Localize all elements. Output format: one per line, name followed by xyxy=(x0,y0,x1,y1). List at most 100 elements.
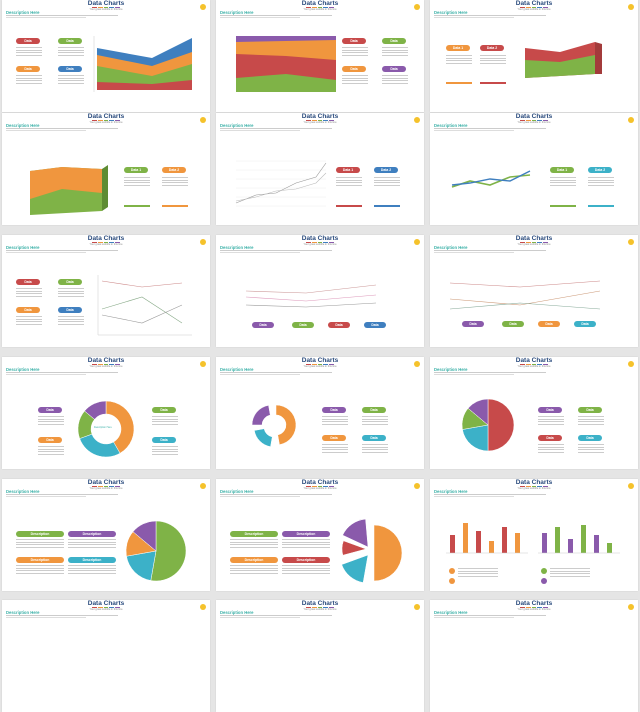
text-line xyxy=(362,446,388,448)
data-pill: Data xyxy=(16,66,40,72)
color-swatch xyxy=(97,119,103,122)
color-swatch xyxy=(525,6,531,9)
slide-thumbnail[interactable]: Data Charts Your great subtitle in this l… xyxy=(430,0,638,112)
description-heading: Description Here xyxy=(220,489,254,494)
lead-line xyxy=(6,17,86,18)
color-swatch xyxy=(525,119,531,122)
data-pill: Data xyxy=(362,435,386,441)
text-line xyxy=(68,546,116,548)
slide-thumbnail[interactable]: Data Charts Your great subtitle in this l… xyxy=(216,235,424,347)
lead-line xyxy=(6,15,118,16)
lead-line xyxy=(220,494,332,495)
description-heading: Description Here xyxy=(6,123,40,128)
lead-line xyxy=(434,15,546,16)
text-line xyxy=(362,444,388,446)
description-heading: Description Here xyxy=(220,610,254,615)
slide-thumbnail[interactable]: Data Charts Your great subtitle in this l… xyxy=(430,600,638,712)
text-line xyxy=(38,416,64,418)
color-swatch xyxy=(323,119,329,122)
slide-title: Data Charts xyxy=(87,235,125,242)
color-swatch xyxy=(115,363,120,366)
color-swatch xyxy=(323,606,329,609)
color-swatch xyxy=(311,606,317,609)
text-line xyxy=(382,77,408,79)
text-line xyxy=(38,453,64,455)
description-heading: Description Here xyxy=(6,489,40,494)
text-line xyxy=(322,418,348,420)
slide-subtitle: Your great subtitle in this line xyxy=(517,8,551,11)
text-line xyxy=(68,570,116,572)
text-line xyxy=(58,75,84,77)
color-swatch xyxy=(109,119,115,122)
color-swatch xyxy=(317,485,323,488)
description-heading: Description Here xyxy=(434,123,468,128)
lead-line xyxy=(6,617,86,618)
text-line xyxy=(282,572,330,574)
title-color-bar xyxy=(520,6,548,9)
slide-thumbnail[interactable]: Data Charts Your great subtitle in this l… xyxy=(216,357,424,469)
text-line xyxy=(362,421,388,423)
color-swatch xyxy=(92,363,97,366)
slide-thumbnail[interactable]: Data Charts Your great subtitle in this l… xyxy=(430,235,638,347)
data-pill: Data 2 xyxy=(162,167,186,173)
slide-chart xyxy=(446,42,602,84)
slide-title: Data Charts xyxy=(301,0,339,7)
slide-thumbnail[interactable]: Data Charts Your great subtitle in this l… xyxy=(2,113,210,225)
slide-thumbnail[interactable]: Data Charts Your great subtitle in this l… xyxy=(2,0,210,112)
lead-line xyxy=(220,496,300,497)
color-swatch xyxy=(97,241,103,244)
slide-title: Data Charts xyxy=(87,357,125,364)
slide-thumbnail[interactable]: Data Charts Your great subtitle in this l… xyxy=(216,0,424,112)
slide-thumbnail[interactable]: Data Charts Your great subtitle in this l… xyxy=(2,600,210,712)
description-heading: Description Here xyxy=(6,367,40,372)
title-color-bar xyxy=(306,363,334,366)
text-line xyxy=(58,288,84,290)
text-line xyxy=(578,418,604,420)
slide-thumbnail[interactable]: Data Charts Your great subtitle in this l… xyxy=(2,357,210,469)
data-pill: Data xyxy=(38,437,62,443)
color-swatch xyxy=(306,6,311,9)
data-pill: Data xyxy=(538,321,560,327)
slide-subtitle: Your great subtitle in this line xyxy=(303,243,337,246)
slide-chart xyxy=(341,518,403,583)
slide-title: Data Charts xyxy=(515,600,553,607)
text-line xyxy=(16,321,42,323)
placeholder-text xyxy=(38,445,64,456)
text-line xyxy=(336,182,362,184)
text-line xyxy=(38,421,64,423)
lead-line xyxy=(220,252,300,253)
color-swatch xyxy=(109,606,115,609)
text-line xyxy=(162,182,188,184)
logo-dot-icon xyxy=(200,4,206,10)
slide-subtitle: Your great subtitle in this line xyxy=(517,608,551,611)
text-line xyxy=(538,418,564,420)
text-line xyxy=(58,47,84,49)
text-line xyxy=(578,444,604,446)
slide-subtitle: Your great subtitle in this line xyxy=(517,243,551,246)
text-line xyxy=(162,184,188,186)
color-swatch xyxy=(97,6,103,9)
text-line xyxy=(382,82,408,84)
text-line xyxy=(68,565,116,567)
lead-line xyxy=(220,617,300,618)
slide-thumbnail[interactable]: Data Charts Your great subtitle in this l… xyxy=(216,113,424,225)
data-pill: Description xyxy=(230,531,278,537)
description-heading: Description Here xyxy=(220,123,254,128)
placeholder-text xyxy=(58,46,84,57)
text-line xyxy=(480,57,506,59)
color-swatch xyxy=(525,606,531,609)
slide-thumbnail[interactable]: Data Charts Your great subtitle in this l… xyxy=(430,479,638,591)
slide-thumbnail[interactable]: Data Charts Your great subtitle in this l… xyxy=(430,113,638,225)
slide-thumbnail[interactable]: Data Charts Your great subtitle in this l… xyxy=(216,600,424,712)
slide-title: Data Charts xyxy=(515,0,553,7)
slide-thumbnail[interactable]: Data Charts Your great subtitle in this l… xyxy=(216,479,424,591)
slide-thumbnail[interactable]: Data Charts Your great subtitle in this l… xyxy=(430,357,638,469)
color-swatch xyxy=(306,363,311,366)
slide-thumbnail[interactable]: Data Charts Your great subtitle in this l… xyxy=(2,479,210,591)
slide-subtitle: Your great subtitle in this line xyxy=(303,365,337,368)
color-swatch xyxy=(317,241,323,244)
slide-thumbnail[interactable]: Data Charts Your great subtitle in this l… xyxy=(2,235,210,347)
text-line xyxy=(362,423,388,425)
text-line xyxy=(550,568,590,570)
color-swatch xyxy=(92,485,97,488)
